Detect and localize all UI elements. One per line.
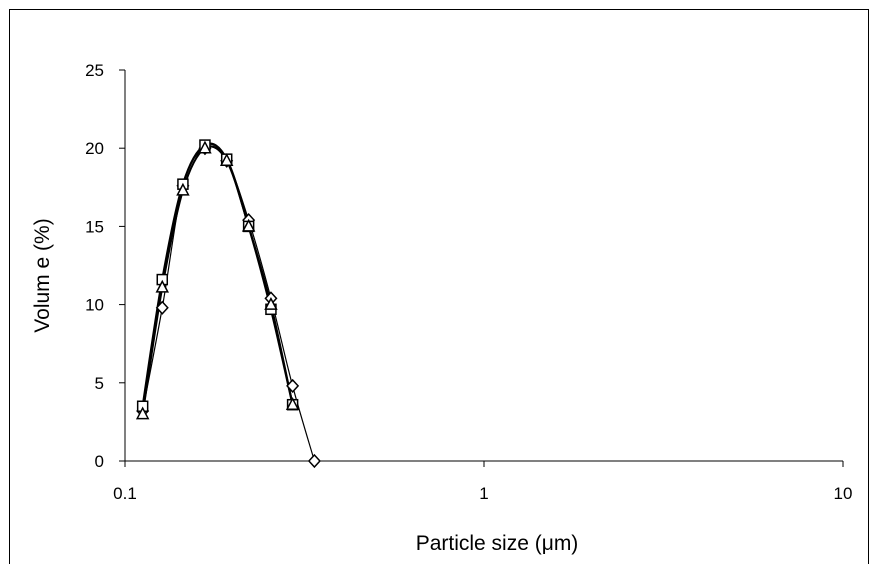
y-tick-label: 15 [85, 217, 104, 236]
x-axis-title: Particle size (μm) [416, 532, 579, 555]
y-tick-label: 5 [95, 374, 104, 393]
x-tick-label: 1 [479, 484, 488, 503]
data-point-triangle [198, 140, 212, 154]
data-point-triangle [264, 296, 278, 310]
y-tick-label: 25 [85, 61, 104, 80]
data-point-triangle [155, 279, 170, 293]
data-point-diamond [307, 453, 321, 469]
x-tick-label: 0.1 [113, 484, 137, 503]
series-diamond-line [142, 146, 315, 462]
y-tick-label: 0 [95, 452, 104, 471]
data-point-triangle [176, 182, 190, 196]
y-axis-title: Volum e (%) [31, 218, 54, 332]
data-point-triangle [219, 153, 234, 166]
data-point-triangle [241, 218, 256, 232]
chart-frame [9, 9, 869, 564]
x-tick-label: 10 [834, 484, 853, 503]
y-tick-label: 20 [85, 139, 104, 158]
data-point-triangle [135, 406, 150, 420]
data-point-triangle [285, 397, 300, 410]
y-tick-label: 10 [85, 296, 104, 315]
data-point-diamond [155, 300, 169, 315]
data-point-diamond [286, 378, 300, 394]
